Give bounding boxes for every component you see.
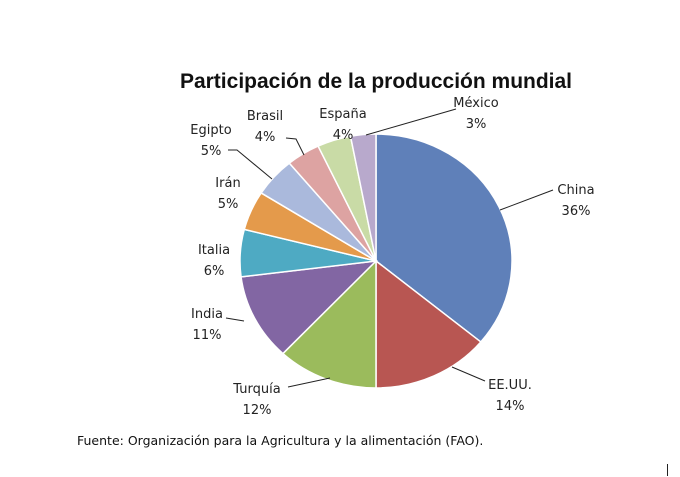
slice-percent: 4% bbox=[333, 128, 354, 143]
slice-name: España bbox=[319, 107, 366, 122]
slice-name: México bbox=[453, 96, 498, 111]
data-label-china: China 36% bbox=[499, 183, 595, 219]
pie-slice-china bbox=[375, 133, 513, 343]
data-label-iran: Irán 5% bbox=[215, 176, 240, 212]
pie-slice-ee-uu bbox=[375, 259, 482, 389]
slice-percent: 12% bbox=[243, 403, 272, 418]
slice-percent: 4% bbox=[255, 130, 276, 145]
data-label-turquia: Turquía 12% bbox=[232, 377, 331, 418]
slice-name: India bbox=[191, 307, 223, 322]
pie-slice-mexico bbox=[349, 133, 377, 262]
slice-name: China bbox=[557, 183, 594, 198]
slice-name: Brasil bbox=[247, 109, 283, 124]
leader-line bbox=[285, 137, 305, 156]
slice-name: Egipto bbox=[190, 123, 231, 138]
slice-name: Irán bbox=[215, 176, 240, 191]
leader-line bbox=[451, 366, 486, 382]
slice-percent: 36% bbox=[562, 204, 591, 219]
data-label-ee-uu: EE.UU. 14% bbox=[451, 366, 532, 414]
leader-line bbox=[499, 189, 554, 211]
leader-line bbox=[287, 377, 331, 388]
chart-title: Participación de la producción mundial bbox=[179, 70, 573, 93]
slice-percent: 11% bbox=[193, 328, 222, 343]
data-label-italia: Italia 6% bbox=[198, 243, 230, 279]
data-label-egipto: Egipto 5% bbox=[190, 123, 273, 180]
data-label-india: India 11% bbox=[191, 307, 245, 343]
slice-percent: 5% bbox=[201, 144, 222, 159]
slice-percent: 5% bbox=[218, 197, 239, 212]
data-label-brasil: Brasil 4% bbox=[247, 109, 305, 156]
source-note: Fuente: Organización para la Agricultura… bbox=[77, 433, 484, 448]
leader-line bbox=[228, 149, 273, 180]
leader-line bbox=[225, 317, 245, 322]
slice-percent: 14% bbox=[496, 399, 525, 414]
slice-percent: 3% bbox=[466, 117, 487, 132]
data-label-espana: España 4% bbox=[319, 107, 366, 143]
pie-slice-india bbox=[240, 260, 379, 355]
slice-name: Italia bbox=[198, 243, 230, 258]
data-label-mexico: México 3% bbox=[365, 96, 499, 136]
leader-line bbox=[365, 108, 457, 136]
text-cursor bbox=[667, 464, 668, 476]
slice-name: EE.UU. bbox=[488, 378, 532, 393]
slice-percent: 6% bbox=[204, 264, 225, 279]
slice-name: Turquía bbox=[232, 382, 280, 397]
